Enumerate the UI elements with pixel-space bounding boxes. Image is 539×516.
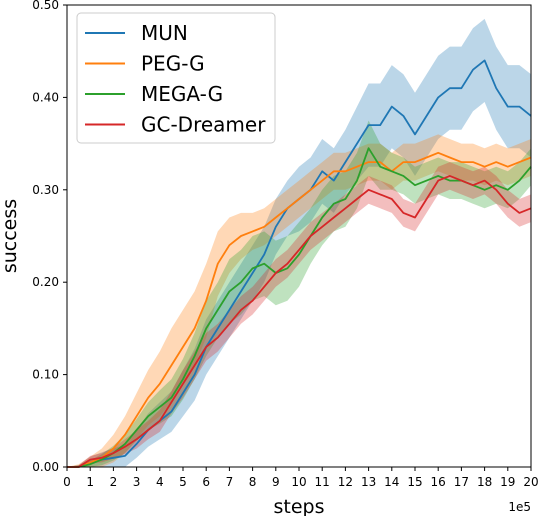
y-axis-label: success — [0, 199, 21, 273]
x-tick-label: 4 — [156, 475, 164, 489]
legend-label-mun: MUN — [141, 21, 188, 45]
x-tick-label: 12 — [338, 475, 353, 489]
series-lines — [67, 59, 532, 468]
x-tick-label: 13 — [361, 475, 376, 489]
x-tick-label: 1 — [86, 475, 94, 489]
x-tick-label: 16 — [431, 475, 446, 489]
x-tick-label: 0 — [63, 475, 71, 489]
y-tick-label: 0.20 — [32, 275, 59, 289]
x-tick-label: 6 — [202, 475, 210, 489]
legend-label-mega-g: MEGA-G — [141, 82, 223, 106]
x-tick-label: 5 — [179, 475, 187, 489]
x-tick-label: 20 — [523, 475, 538, 489]
legend: MUN PEG-G MEGA-G GC-Dreamer — [76, 12, 276, 144]
legend-box — [76, 12, 276, 144]
band-gc-dreamer — [67, 162, 531, 467]
y-tick-label: 0.00 — [32, 460, 59, 474]
x-tick-label: 7 — [226, 475, 234, 489]
line-gc-dreamer — [67, 174, 532, 468]
y-tick-label: 0.40 — [32, 90, 59, 104]
x-tick-label: 19 — [500, 475, 515, 489]
y-tick-label: 0.50 — [32, 0, 59, 12]
x-tick-label: 15 — [407, 475, 422, 489]
x-tick-label: 11 — [315, 475, 330, 489]
legend-label-peg-g: PEG-G — [141, 52, 205, 76]
x-tick-label: 3 — [133, 475, 141, 489]
legend-label-gc-dreamer: GC-Dreamer — [141, 113, 266, 137]
x-tick-label: 10 — [291, 475, 306, 489]
band-peg-g — [67, 134, 531, 467]
x-tick-label: 17 — [454, 475, 469, 489]
x-tick-label: 14 — [384, 475, 399, 489]
y-tick-label: 0.30 — [32, 183, 59, 197]
x-axis-label: steps — [274, 496, 325, 516]
x-tick-label: 9 — [272, 475, 280, 489]
y-axis-ticks: 0.00 0.10 0.20 0.30 0.40 0.50 — [32, 0, 67, 474]
x-tick-label: 2 — [110, 475, 118, 489]
line-mega-g — [67, 147, 532, 468]
x-axis-ticks: 0 1 2 3 4 5 6 7 8 9 10 11 12 13 14 15 16 17 18 19 20 — [63, 467, 539, 489]
band-mun — [67, 18, 531, 468]
x-tick-label: 18 — [477, 475, 492, 489]
x-axis-multiplier: 1e5 — [508, 500, 531, 514]
x-tick-label: 8 — [249, 475, 257, 489]
y-tick-label: 0.10 — [32, 368, 59, 382]
line-peg-g — [67, 151, 532, 468]
